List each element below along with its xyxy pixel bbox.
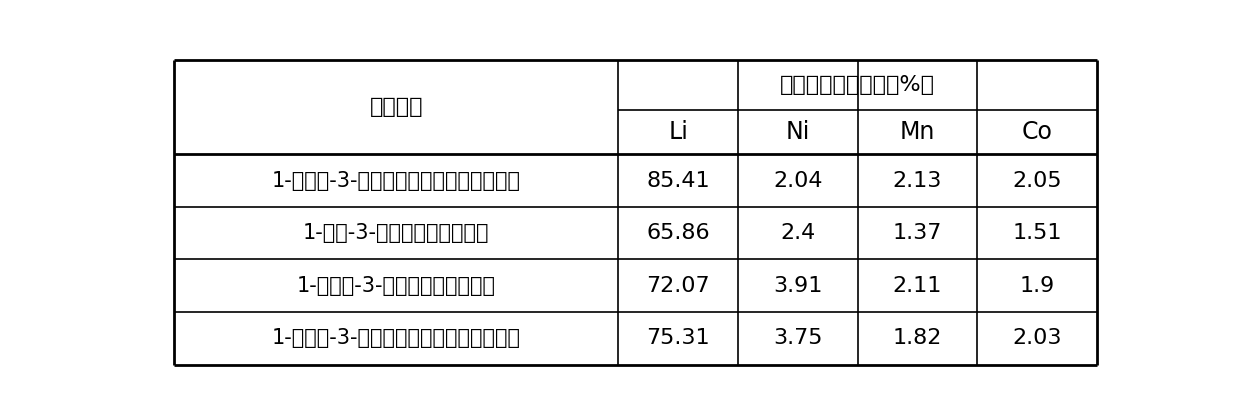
Text: 1-羧乙基-3-甲基咪唑双三氟甲磺酰亚胺盐: 1-羧乙基-3-甲基咪唑双三氟甲磺酰亚胺盐 bbox=[272, 328, 521, 348]
Text: 2.11: 2.11 bbox=[893, 276, 942, 296]
Text: 3.91: 3.91 bbox=[773, 276, 822, 296]
Text: 1.37: 1.37 bbox=[893, 223, 942, 243]
Text: 1-羧甲基-3-甲基咪唑六氟磷酸盐: 1-羧甲基-3-甲基咪唑六氟磷酸盐 bbox=[296, 276, 496, 296]
Text: Mn: Mn bbox=[900, 121, 935, 144]
Text: 65.86: 65.86 bbox=[646, 223, 711, 243]
Text: 1.9: 1.9 bbox=[1019, 276, 1054, 296]
Text: 2.03: 2.03 bbox=[1012, 328, 1061, 348]
Text: 1.82: 1.82 bbox=[893, 328, 942, 348]
Text: 2.4: 2.4 bbox=[780, 223, 816, 243]
Text: 3.75: 3.75 bbox=[773, 328, 822, 348]
Text: 1.51: 1.51 bbox=[1012, 223, 1061, 243]
Text: 1-丁基-3-甲基咪唑六氟磷酸盐: 1-丁基-3-甲基咪唑六氟磷酸盐 bbox=[303, 223, 490, 243]
Text: 2.05: 2.05 bbox=[1012, 171, 1061, 191]
Text: 离子液体: 离子液体 bbox=[370, 97, 423, 117]
Text: 2.04: 2.04 bbox=[773, 171, 822, 191]
Text: Co: Co bbox=[1022, 121, 1053, 144]
Text: 1-羧甲基-3-甲基咪唑双三氟甲磺酰亚胺盐: 1-羧甲基-3-甲基咪唑双三氟甲磺酰亚胺盐 bbox=[272, 171, 521, 191]
Text: Ni: Ni bbox=[786, 121, 810, 144]
Text: Li: Li bbox=[668, 121, 688, 144]
Text: 2.13: 2.13 bbox=[893, 171, 942, 191]
Text: 72.07: 72.07 bbox=[646, 276, 711, 296]
Text: 金属离子的萃取率（%）: 金属离子的萃取率（%） bbox=[780, 75, 935, 95]
Text: 85.41: 85.41 bbox=[646, 171, 711, 191]
Text: 75.31: 75.31 bbox=[646, 328, 711, 348]
